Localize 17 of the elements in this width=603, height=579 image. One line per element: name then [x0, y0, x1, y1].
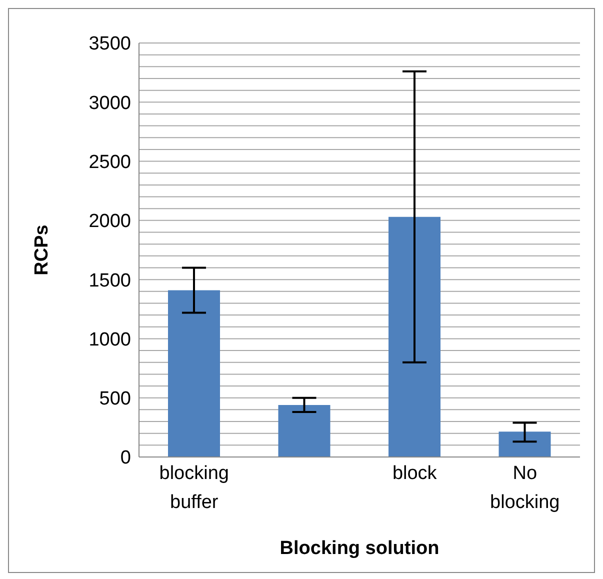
x-tick-label: block [392, 463, 438, 484]
x-axis-title: Blocking solution [280, 538, 440, 559]
bar [498, 432, 551, 457]
x-tick-label: No blocking [490, 463, 560, 513]
y-axis-title: RCPs [32, 224, 53, 276]
y-tick-label: 0 [120, 448, 131, 469]
y-tick-label: 2500 [88, 152, 131, 174]
bar [278, 404, 330, 457]
y-tick-label: 3000 [88, 92, 131, 114]
y-tick-label: 500 [99, 388, 131, 410]
bar [168, 290, 220, 457]
bar [388, 216, 440, 457]
y-tick-label: 1000 [88, 329, 131, 350]
x-tick-label: blocking buffer [159, 463, 229, 513]
y-tick-label: 1500 [88, 270, 131, 292]
y-tick-label: 3500 [88, 34, 131, 55]
y-tick-label: 2000 [88, 211, 131, 232]
